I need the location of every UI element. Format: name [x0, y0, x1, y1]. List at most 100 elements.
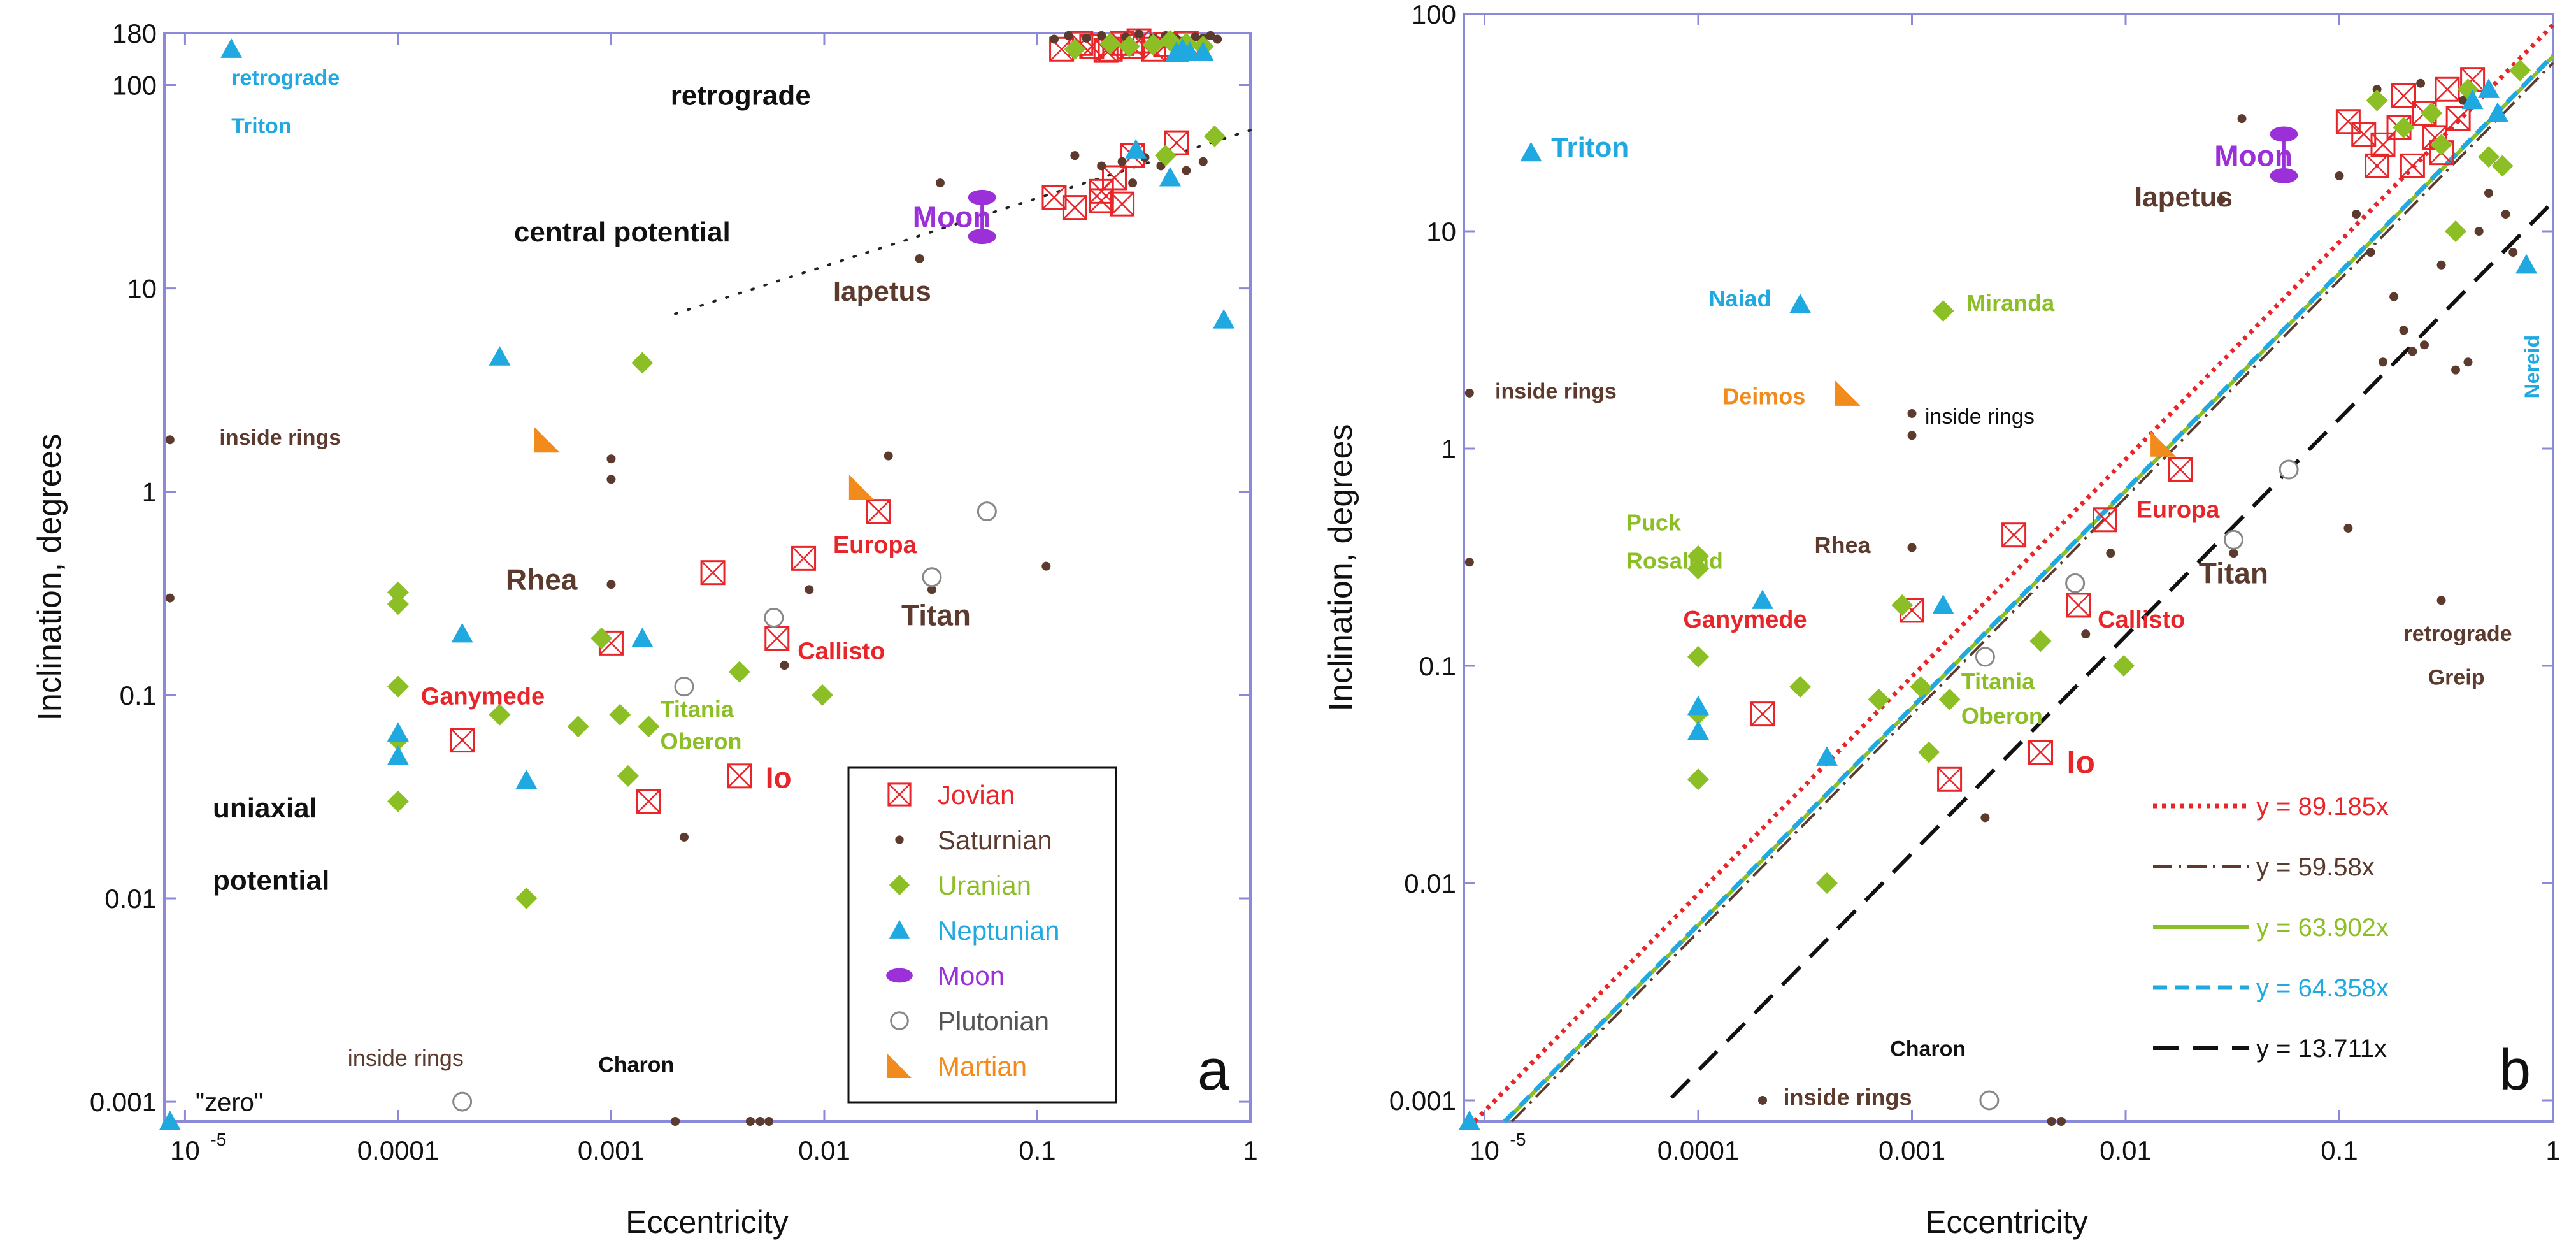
annotation-label: Deimos	[1722, 383, 1805, 409]
fit-legend-label: y = 64.358x	[2256, 974, 2389, 1002]
saturnian-point	[1980, 813, 1990, 823]
annotation-label: retrograde	[231, 66, 340, 90]
jovian-point	[700, 560, 726, 586]
moon-point	[968, 189, 996, 205]
uranian-point	[2430, 134, 2452, 156]
uranian-point	[1932, 299, 1954, 322]
y-tick-label: 0.001	[1389, 1086, 1456, 1116]
jovian-point	[727, 763, 752, 789]
x-tick-label: 0.0001	[1657, 1135, 1739, 1165]
x-tick-label: 0.01	[2100, 1135, 2152, 1165]
saturnian-point	[606, 454, 616, 464]
annotation-label: central potential	[514, 217, 731, 248]
panel-a-label: a	[1198, 1039, 1230, 1102]
uranian-point	[387, 675, 409, 698]
panel-b-chart: Triton Naiad Miranda Moon Iapetus inside ring…	[1322, 0, 2561, 1240]
x-tick-label: 0.001	[1878, 1135, 1945, 1165]
annotation-label: Moon	[2214, 139, 2293, 172]
uranian-point	[387, 593, 409, 615]
x-tick-exponent: -5	[1510, 1130, 1526, 1149]
uranian-point	[2509, 59, 2531, 82]
legend-label-jovian: Jovian	[938, 780, 1015, 810]
saturnian-point	[2229, 549, 2238, 558]
jovian-point	[2365, 153, 2390, 178]
saturnian-point	[1907, 408, 1917, 418]
saturnian-point	[2408, 347, 2417, 356]
uranian-point	[638, 716, 660, 738]
uranian-point	[1142, 34, 1164, 56]
legend-marker-plutonian	[890, 1011, 909, 1030]
saturnian-point	[2047, 1117, 2056, 1126]
legend-marker-martian	[887, 1054, 912, 1078]
saturnian-point	[1049, 34, 1059, 44]
saturnian-point	[2106, 549, 2115, 558]
uranian-point	[1687, 558, 1710, 580]
saturnian-point	[935, 178, 945, 188]
annotation-label: Miranda	[1966, 290, 2055, 316]
uranian-point	[2366, 89, 2388, 112]
panel-b-fit-legend: y = 89.185x y = 59.58x y = 63.902x y = 64.3…	[2153, 793, 2389, 1063]
saturnian-point	[1128, 178, 1138, 188]
uranian-point	[489, 703, 511, 726]
jovian-point	[2066, 593, 2091, 618]
neptunian-point	[2486, 102, 2508, 122]
uranian-point	[1118, 35, 1140, 57]
saturnian-point	[2484, 188, 2494, 198]
fit-legend-label: y = 63.902x	[2256, 914, 2389, 942]
jovian-point	[866, 499, 891, 524]
annotation-label: Rhea	[1815, 532, 1871, 558]
plutonian-point	[2223, 529, 2243, 550]
annotation-label: uniaxial	[213, 793, 317, 824]
saturnian-point	[1198, 157, 1208, 166]
neptunian-point	[2461, 89, 2484, 110]
annotation-label: potential	[213, 865, 329, 896]
saturnian-point	[671, 1117, 680, 1126]
legend-marker-jovian	[887, 782, 912, 807]
jovian-point	[636, 789, 661, 814]
legend-label-moon: Moon	[938, 961, 1005, 991]
saturnian-point	[884, 451, 893, 461]
jovian-point	[2391, 83, 2416, 108]
saturnian-point	[755, 1117, 765, 1126]
martian-point	[848, 474, 875, 500]
uranian-point	[1154, 145, 1177, 167]
neptunian-point	[631, 627, 654, 647]
legend-marker-moon	[886, 968, 913, 983]
saturnian-point	[745, 1117, 755, 1126]
saturnian-point	[1117, 157, 1127, 166]
uranian-point	[1687, 768, 1710, 791]
plutonian-point	[452, 1091, 473, 1112]
x-tick-label: 10	[1470, 1135, 1499, 1165]
annotation-label: Oberon	[1961, 703, 2043, 729]
neptunian-point	[1816, 746, 1838, 766]
panel-a-legend: Jovian Saturnian Uranian Neptunian Moon Pluto…	[847, 766, 1117, 1104]
legend-label-martian: Martian	[938, 1051, 1027, 1081]
panel-b-plot-frame	[1463, 13, 2554, 1123]
neptunian-point	[1752, 589, 1774, 609]
saturnian-point	[1082, 33, 1091, 43]
saturnian-point	[2436, 260, 2446, 270]
annotation-label: inside rings	[219, 426, 341, 450]
jovian-point	[2335, 109, 2361, 134]
neptunian-point	[515, 769, 538, 789]
saturnian-point	[2081, 630, 2091, 639]
neptunian-point	[1171, 38, 1194, 58]
saturnian-point	[2217, 195, 2226, 205]
x-tick-label: 0.01	[798, 1135, 850, 1165]
saturnian-point	[1097, 31, 1106, 40]
y-tick-label: 10	[127, 274, 157, 304]
annotation-label: Ganymede	[421, 683, 545, 710]
x-tick-label: 1	[2545, 1135, 2560, 1165]
legend-label-saturnian: Saturnian	[938, 825, 1052, 855]
saturnian-point	[165, 593, 175, 603]
plutonian-point	[977, 501, 997, 522]
annotation-label: Puck	[1626, 509, 1682, 535]
saturnian-point	[1097, 161, 1106, 171]
jovian-point	[2445, 106, 2471, 131]
plutonian-point	[1979, 1090, 2000, 1111]
annotation-label: Io	[2067, 745, 2095, 781]
fit-line-1	[1511, 62, 2554, 1123]
y-tick-label: 180	[112, 18, 157, 48]
saturnian-point	[2372, 85, 2382, 94]
fit-legend-label: y = 13.711x	[2256, 1035, 2387, 1063]
